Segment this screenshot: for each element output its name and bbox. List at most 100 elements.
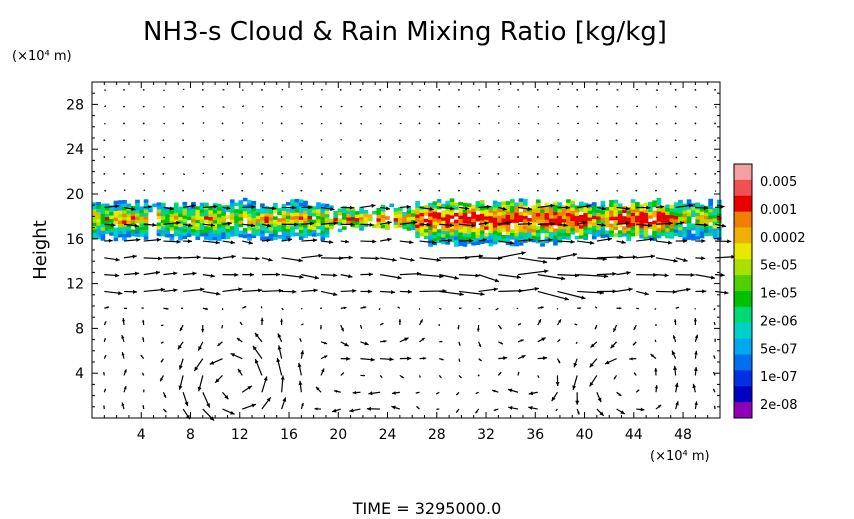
cloud-cell [484,219,489,224]
cloud-cell [160,216,166,220]
vector-dot [123,105,125,108]
vector-arrowhead [482,238,487,242]
cloud-cell [652,220,657,225]
cloud-cell [514,236,520,240]
cloud-cell [311,209,317,214]
cloud-cell [242,204,248,209]
vector-arrowhead [319,327,322,330]
cloud-cell [544,236,550,240]
cloud-cell [630,199,636,203]
cloud-cell [191,232,196,236]
cloud-cell [160,232,166,237]
cloud-cell [212,230,218,234]
cloud-cell [540,226,545,230]
cloud-cell [708,215,713,220]
colorbar-swatch [734,322,752,340]
cloud-cell [703,215,709,220]
cloud-cell [600,227,606,232]
cloud-cell [540,216,545,220]
cloud-cell [273,209,278,214]
cloud-cell [160,222,166,227]
vector-dot [694,172,697,175]
cloud-cell [441,240,446,245]
vector-arrowhead [656,106,657,108]
vector-arrowhead [626,271,631,275]
cloud-cell [255,232,261,236]
vector-arrowhead [542,259,548,264]
cloud-cell [178,226,183,231]
cloud-cell [281,207,287,211]
vector-arrowhead [478,344,481,348]
cloud-cell [281,237,287,242]
cloud-cell [346,213,351,218]
cloud-cell [505,224,511,229]
cloud-cell [441,223,446,228]
cloud-cell [458,202,464,206]
cloud-cell [281,204,287,208]
cloud-cell [221,225,226,230]
vector-arrowhead [375,256,380,261]
vector-dot [595,189,598,192]
cloud-cell [466,226,472,231]
vector-arrowhead [282,173,284,174]
vector-dot [517,88,519,91]
cloud-cell [600,217,606,222]
cloud-cell [514,225,520,230]
cloud-cell [630,216,636,220]
vector-arrowhead [381,323,384,325]
cloud-cell [160,202,166,207]
cloud-cell [96,205,101,209]
cloud-cell [445,207,451,212]
vector-arrowhead [696,106,698,108]
cloud-cell [117,200,123,204]
vector-arrowhead [714,338,716,341]
cloud-cell [678,226,683,231]
cloud-cell [454,236,459,241]
vector-arrowhead [572,252,578,257]
cloud-cell [199,216,205,220]
cloud-cell [497,218,502,223]
cloud-cell [216,210,222,215]
cloud-cell [277,208,283,212]
vector-arrowhead [203,156,205,158]
vector-dot [339,88,342,91]
vector-dot [300,105,303,108]
cloud-cell [428,243,433,247]
cloud-cell [100,223,106,228]
cloud-cell [329,225,334,230]
cloud-cell [639,228,645,232]
cloud-cell [415,224,420,229]
vector-arrowhead [431,240,437,245]
cloud-cell [479,213,485,218]
cloud-cell [298,206,304,210]
cloud-cell [104,216,110,221]
vector-arrowhead [538,319,541,323]
cloud-cell [423,218,429,223]
cloud-cell [92,219,97,223]
cloud-cell [522,239,528,243]
cloud-cell [260,230,265,234]
cloud-cell [182,218,188,223]
cloud-cell [691,226,696,231]
cloud-cell [673,219,679,223]
cloud-cell [255,212,261,216]
cloud-cell [113,220,119,225]
vector-arrowhead [528,406,533,410]
vector-arrowhead [586,204,591,209]
cloud-cell [415,231,420,235]
vector-arrowhead [176,220,181,225]
cloud-cell [583,202,588,207]
vector-arrowhead [231,254,236,259]
vector-arrowhead [104,388,106,391]
vector-arrowhead [694,350,698,355]
cloud-cell [410,213,416,217]
cloud-cell [574,225,580,230]
cloud-cell [393,217,399,222]
cloud-cell [652,233,657,238]
cloud-cell [285,201,291,206]
cloud-cell [514,215,520,220]
cloud-cell [216,217,222,221]
cloud-cell [290,212,295,217]
cloud-cell [708,212,713,216]
cloud-cell [449,221,455,226]
